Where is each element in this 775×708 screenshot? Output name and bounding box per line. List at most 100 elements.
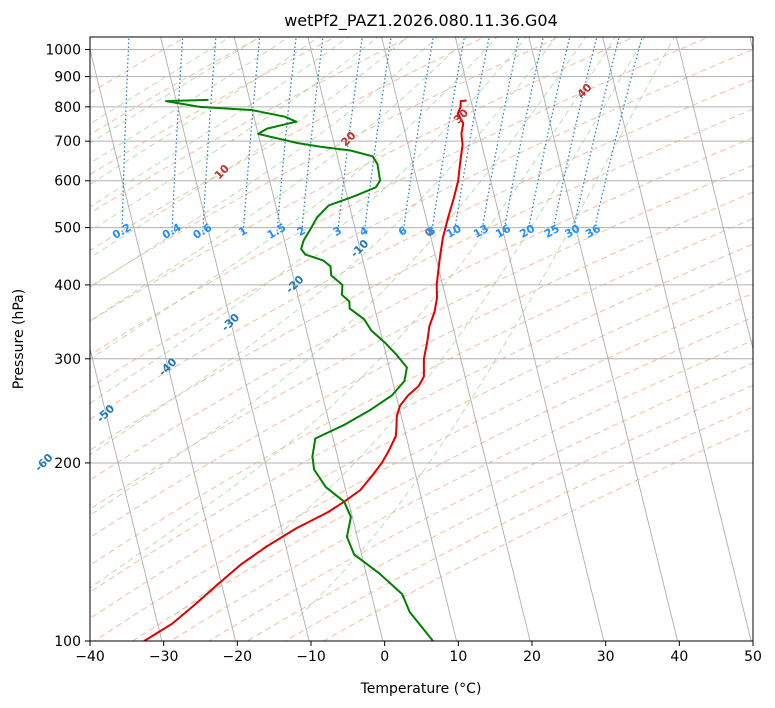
moist-adiabat-line — [298, 37, 675, 617]
x-tick-label: −10 — [296, 649, 326, 665]
isotherm-line — [90, 47, 237, 641]
mixing-ratio-label: 0.2 — [110, 221, 133, 242]
x-tick-label: 40 — [670, 649, 688, 665]
mixing-ratio-line — [301, 37, 324, 233]
dry-adiabat-line — [90, 108, 753, 451]
y-tick-label: 300 — [54, 352, 81, 368]
dry-adiabat-label: 10 — [212, 162, 232, 182]
dry-adiabat-line — [90, 37, 710, 356]
dry-adiabat-line — [90, 164, 753, 510]
x-axis-title: Temperature (°C) — [360, 681, 482, 697]
x-tick-label: −40 — [75, 649, 105, 665]
moist-adiabat-line — [90, 37, 616, 589]
y-axis-title: Pressure (hPa) — [11, 289, 27, 389]
y-tick-label: 900 — [54, 70, 81, 86]
y-tick-label: 200 — [54, 456, 81, 472]
isotherm-line — [233, 37, 384, 641]
y-axis: 100 200 300 400 500 600 700 800 900 1000 — [45, 43, 90, 650]
x-tick-label: 30 — [597, 649, 615, 665]
dewpoint-line — [165, 98, 434, 641]
mixing-ratio-label: 20 — [517, 222, 537, 241]
chart-title: wetPf2_PAZ1.2026.080.11.36.G04 — [284, 11, 558, 31]
isotherm-line — [381, 37, 531, 641]
dry-adiabat-line — [90, 217, 753, 566]
background-lines — [90, 37, 753, 641]
mixing-ratio-label: 1.5 — [265, 221, 288, 242]
isotherm-line — [602, 37, 752, 641]
mixing-ratio-line — [402, 37, 434, 233]
isotherm-line — [160, 37, 310, 641]
dry-adiabat-line — [90, 48, 753, 389]
y-tick-label: 500 — [54, 221, 81, 237]
y-tick-label: 400 — [54, 278, 81, 294]
mixing-ratio-label: 6 — [396, 224, 409, 239]
mixing-ratio-line — [171, 37, 184, 233]
mixing-ratio-line — [121, 37, 130, 233]
mixing-ratio-line — [431, 37, 466, 233]
dry-adiabat-line — [94, 292, 753, 641]
mixing-ratio-line — [503, 37, 544, 233]
mixing-ratio-label: 0.6 — [191, 221, 215, 242]
moist-adiabat-line — [90, 37, 557, 456]
moist-adiabat-line — [90, 37, 498, 360]
mixing-ratio-line — [480, 37, 520, 233]
temperature-line — [143, 99, 467, 641]
moist-adiabat-line — [90, 37, 350, 208]
mixing-ratio-line — [527, 37, 571, 233]
dry-adiabat-label: 20 — [338, 129, 358, 149]
x-tick-label: 50 — [744, 649, 762, 665]
x-tick-label: 20 — [523, 649, 541, 665]
isotherm-line — [528, 37, 679, 641]
dry-adiabat-line — [90, 37, 636, 322]
y-tick-label: 600 — [54, 174, 81, 190]
pressure-grid — [90, 49, 753, 641]
moist-adiabat-line — [90, 37, 379, 232]
dry-adiabat-line — [90, 37, 337, 176]
mixing-ratio-label: 1 — [236, 224, 249, 239]
mixing-ratio-line — [337, 37, 363, 233]
dry-adiabat-line — [132, 316, 753, 641]
x-tick-label: −20 — [223, 649, 253, 665]
mixing-ratio-label: 0.4 — [160, 221, 184, 242]
dry-adiabat-line — [284, 406, 753, 641]
moist-adiabat-line — [90, 37, 320, 185]
isotherm-line — [454, 37, 605, 641]
isotherm-label: -60 — [32, 451, 55, 474]
moist-adiabat-line — [172, 37, 646, 617]
dry-adiabat-line — [90, 37, 486, 252]
x-axis: −40 −30 −20 −10 0 10 20 30 40 50 — [75, 641, 762, 665]
dry-adiabat-line — [208, 362, 753, 641]
mixing-ratio-label: 3 — [331, 224, 344, 239]
mixing-ratio-line — [202, 37, 217, 233]
y-tick-label: 100 — [54, 634, 81, 650]
isotherm-line — [675, 37, 753, 351]
moist-adiabat-line — [90, 37, 468, 322]
dry-adiabat-label: 30 — [451, 106, 471, 126]
dry-adiabat-line — [90, 79, 753, 420]
dry-adiabat-line — [246, 384, 753, 641]
mixing-ratio-line — [572, 37, 620, 233]
dry-adiabat-label: 40 — [575, 81, 595, 101]
mixing-ratio-line — [453, 37, 490, 233]
dry-adiabat-line — [90, 136, 753, 481]
isotherm-label: -20 — [283, 273, 306, 296]
mixing-ratio-label: 13 — [471, 222, 491, 241]
profile-series — [143, 98, 467, 641]
mixing-ratio-line — [276, 37, 297, 233]
dry-adiabat-line — [90, 268, 753, 619]
isotherm-label: -50 — [94, 402, 117, 425]
mixing-ratio-line — [363, 37, 392, 233]
dry-adiabat-line — [90, 243, 753, 593]
x-tick-label: −30 — [149, 649, 179, 665]
mixing-ratio-line — [242, 37, 261, 233]
mixing-ratio-line — [551, 37, 598, 233]
mixing-ratio-label: 8 — [425, 224, 438, 239]
mixing-ratio-label: 4 — [357, 224, 370, 239]
isotherm-line — [307, 37, 458, 641]
mixing-ratio-label: 25 — [542, 222, 562, 241]
y-tick-label: 1000 — [45, 43, 81, 59]
isotherm-line — [90, 346, 163, 641]
dry-adiabat-line — [90, 37, 262, 136]
plot-frame — [89, 36, 754, 642]
